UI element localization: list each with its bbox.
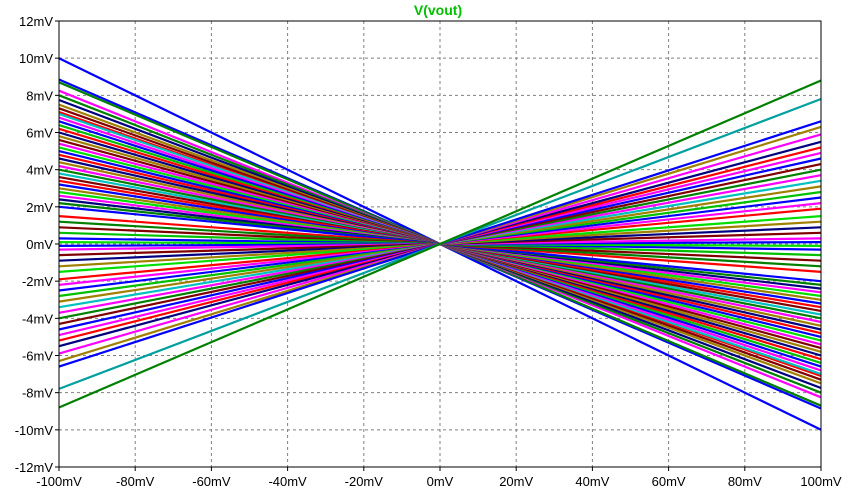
x-tick-label: -40mV [268, 474, 307, 489]
x-tick-label: -100mV [36, 474, 82, 489]
y-tick-label: -10mV [15, 423, 54, 438]
y-tick-label: 12mV [19, 14, 53, 29]
x-tick-label: -60mV [192, 474, 231, 489]
y-tick-label: 6mV [26, 126, 53, 141]
x-tick-label: 80mV [728, 474, 762, 489]
y-tick-label: -8mV [22, 386, 53, 401]
y-tick-label: 0mV [26, 237, 53, 252]
axes: -100mV -80mV -60mV -40mV -20mV 0mV 20mV 40mV 60m… [15, 14, 842, 489]
y-tick-label: 4mV [26, 163, 53, 178]
y-tick-label: -6mV [22, 349, 53, 364]
y-tick-label: -12mV [15, 460, 54, 475]
x-tick-label: 100mV [800, 474, 842, 489]
x-tick-label: 20mV [499, 474, 533, 489]
x-tick-label: 40mV [575, 474, 609, 489]
series-line-65 [58, 79, 822, 409]
x-tick-label: -80mV [116, 474, 155, 489]
y-tick-label: 2mV [26, 200, 53, 215]
series-lines [58, 57, 822, 431]
y-tick-label: -2mV [22, 274, 53, 289]
x-tick-label: 60mV [652, 474, 686, 489]
y-tick-label: 8mV [26, 88, 53, 103]
x-tick-label: 0mV [427, 474, 454, 489]
chart-title: V(vout) [414, 2, 462, 18]
y-tick-label: -4mV [22, 311, 53, 326]
x-tick-label: -20mV [345, 474, 384, 489]
y-tick-label: 10mV [19, 51, 53, 66]
